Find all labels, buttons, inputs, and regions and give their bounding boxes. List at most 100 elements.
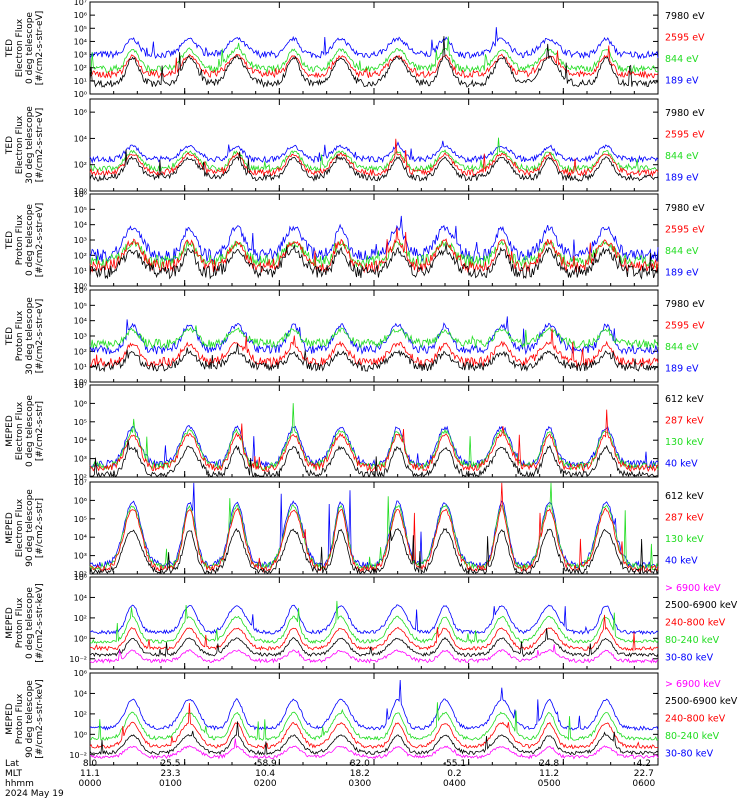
y-axis-label-line: [#/cm2-s-str-eV]: [35, 299, 45, 374]
series-line: [89, 738, 659, 760]
footer-value: 23.3: [160, 769, 180, 779]
y-axis-label-line: 90 deg telescope: [25, 489, 35, 567]
legend-entry: 30-80 keV: [665, 652, 714, 663]
legend-entry: 844 eV: [665, 54, 699, 65]
legend-entry: 2595 eV: [665, 225, 705, 236]
legend-entry: 30-80 keV: [665, 748, 714, 759]
legend-entry: 844 eV: [665, 246, 699, 257]
y-tick-label: 10⁴: [74, 37, 87, 46]
y-tick-label: 10⁴: [74, 533, 87, 542]
series-line: [89, 409, 659, 473]
footer-value: 0000: [79, 779, 102, 789]
footer-date: 2024 May 19: [5, 789, 64, 799]
y-axis-label-line: [#/cm2-s-str-eV]: [35, 108, 45, 183]
y-tick-label: 10⁻²: [69, 751, 87, 760]
y-tick-label: 10⁶: [74, 669, 87, 678]
y-tick-label: 10⁵: [74, 205, 87, 214]
legend-entry: 130 keV: [665, 534, 704, 545]
series-line: [89, 600, 659, 645]
y-tick-label: 10⁴: [74, 134, 87, 143]
legend-entry: > 6900 keV: [665, 679, 721, 690]
y-axis-label-line: 0 deg telescope: [25, 587, 35, 659]
legend-entry: 80-240 keV: [665, 635, 720, 646]
panel-3: 10⁰ 10¹ 10² 10³ 10⁴ 10⁵ 10⁶ TED Proton Flux 0 deg…: [5, 190, 705, 291]
footer-value: 11.2: [539, 769, 559, 779]
y-tick-label: 10²: [74, 251, 87, 260]
footer-value: 18.2: [350, 769, 370, 779]
legend-entry: 189 eV: [665, 267, 699, 278]
series-line: [89, 36, 659, 89]
y-axis-label-line: TED: [5, 327, 15, 346]
y-tick-label: 10⁶: [74, 190, 87, 199]
y-axis-label-line: [#/cm2-s-str-eV]: [35, 11, 45, 86]
legend-entry: 2500-6900 keV: [665, 696, 738, 707]
y-tick-label: 10¹: [74, 267, 87, 276]
legend-entry: 287 keV: [665, 513, 704, 524]
legend-entry: 287 keV: [665, 416, 704, 427]
series-line: [89, 482, 659, 571]
y-tick-label: 10⁰: [74, 730, 87, 739]
y-tick-label: 10²: [74, 614, 87, 623]
y-tick-label: 10⁻²: [69, 655, 87, 664]
y-tick-label: 10⁵: [74, 24, 87, 33]
y-tick-label: 10⁷: [74, 0, 87, 7]
y-tick-label: 10⁵: [74, 515, 87, 524]
y-tick-label: 10⁵: [74, 418, 87, 427]
legend-entry: 7980 eV: [665, 11, 705, 22]
series-line: [89, 679, 659, 731]
time-axis-footer: Lat MLT hhmm 2024 May 19 8.0 25.5 -58.9 82.…: [5, 759, 656, 799]
legend-entry: 130 keV: [665, 437, 704, 448]
panel-4: 10⁰ 10¹ 10² 10³ 10⁴ 10⁵ 10⁶ TED Proton Flux 30 de…: [5, 286, 705, 387]
legend-entry: 7980 eV: [665, 299, 705, 310]
series-line: [89, 403, 659, 471]
series-line: [89, 328, 659, 369]
footer-value: 0100: [159, 779, 182, 789]
y-axis-label-line: 0 deg telescope: [25, 204, 35, 276]
y-tick-label: 10³: [74, 332, 87, 341]
panel-7: 10⁻² 10⁰ 10² 10⁴ 10⁶ MEPED Proton Flux 0 deg te…: [5, 573, 738, 670]
legend-entry: 2500-6900 keV: [665, 600, 738, 611]
series-line: [89, 325, 659, 350]
y-tick-label: 10⁶: [74, 399, 87, 408]
y-tick-label: 10⁴: [74, 593, 87, 602]
y-tick-label: 10⁴: [74, 221, 87, 230]
y-tick-label: 10⁷: [74, 478, 87, 487]
legend-entry: 844 eV: [665, 342, 699, 353]
legend-entry: 189 eV: [665, 75, 699, 86]
y-axis-label-line: 90 deg telescope: [25, 680, 35, 758]
y-tick-label: 10¹: [74, 77, 87, 86]
series-line: [89, 243, 659, 280]
legend-entry: 40 keV: [665, 458, 698, 469]
footer-value: 0600: [632, 779, 655, 789]
footer-value: 10.4: [255, 769, 275, 779]
y-axis-label-line: [#/cm2-s-str-keV]: [35, 583, 45, 662]
y-tick-label: 10³: [74, 51, 87, 60]
y-tick-label: 10⁴: [74, 436, 87, 445]
legend-entry: 240-800 keV: [665, 618, 726, 629]
legend-entry: 2595 eV: [665, 33, 705, 44]
series-line: [89, 702, 659, 741]
y-axis-label-line: MEPED: [5, 415, 15, 447]
y-axis-label-line: MEPED: [5, 512, 15, 544]
footer-value: 24.8: [539, 759, 559, 769]
series-line: [89, 149, 659, 182]
series-line: [89, 36, 659, 75]
legend-entry: 844 eV: [665, 151, 699, 162]
y-axis-label-line: MEPED: [5, 703, 15, 735]
series-line: [89, 45, 659, 80]
footer-value: 0400: [443, 779, 466, 789]
footer-value: 11.1: [80, 769, 100, 779]
y-axis-label-line: TED: [5, 231, 15, 250]
panel-6: 10² 10³ 10⁴ 10⁵ 10⁶ 10⁷ MEPED Electron Flux 90 d…: [5, 478, 704, 579]
y-axis-label-line: [#/cm2-s-str-keV]: [35, 679, 45, 758]
series-line: [89, 721, 659, 756]
series-line: [89, 528, 659, 575]
y-tick-label: 10¹: [74, 363, 87, 372]
y-tick-label: 10³: [74, 455, 87, 464]
footer-value: 82.0: [350, 759, 370, 769]
y-tick-label: 10⁶: [74, 496, 87, 505]
legend-entry: 2595 eV: [665, 130, 705, 141]
y-tick-label: 10⁴: [74, 317, 87, 326]
panel-frame: [89, 672, 659, 766]
